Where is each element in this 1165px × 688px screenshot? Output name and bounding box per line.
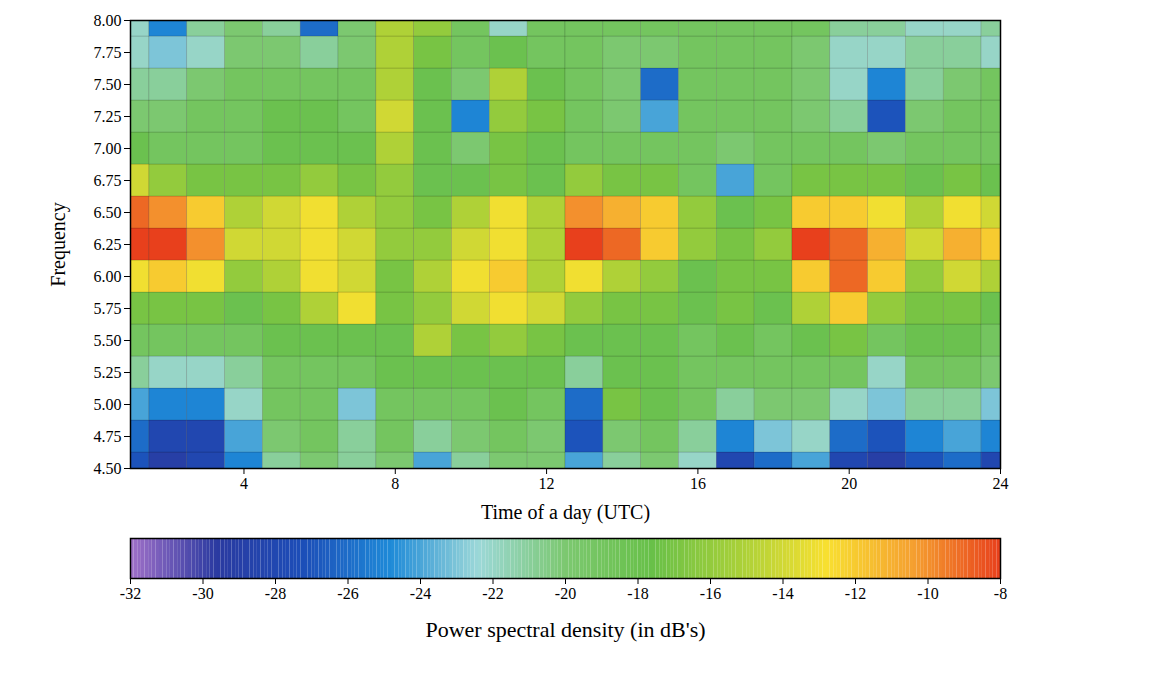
svg-text:-26: -26 — [337, 585, 358, 602]
svg-text:5.25: 5.25 — [94, 364, 122, 381]
svg-text:7.75: 7.75 — [94, 44, 122, 61]
svg-text:20: 20 — [841, 475, 857, 492]
svg-text:5.75: 5.75 — [94, 300, 122, 317]
svg-text:6.75: 6.75 — [94, 172, 122, 189]
svg-text:8.00: 8.00 — [94, 12, 122, 29]
svg-text:-14: -14 — [772, 585, 793, 602]
svg-text:-30: -30 — [192, 585, 213, 602]
svg-text:5.00: 5.00 — [94, 396, 122, 413]
svg-text:Power spectral density (in dB': Power spectral density (in dB's) — [425, 617, 705, 642]
svg-text:-16: -16 — [700, 585, 721, 602]
svg-text:7.00: 7.00 — [94, 140, 122, 157]
svg-text:4.75: 4.75 — [94, 428, 122, 445]
svg-text:-24: -24 — [410, 585, 431, 602]
svg-text:12: 12 — [539, 475, 555, 492]
svg-text:16: 16 — [690, 475, 706, 492]
svg-text:24: 24 — [993, 475, 1009, 492]
svg-text:-12: -12 — [845, 585, 866, 602]
svg-text:5.50: 5.50 — [94, 332, 122, 349]
svg-text:-28: -28 — [265, 585, 286, 602]
svg-text:-20: -20 — [555, 585, 576, 602]
svg-text:4.50: 4.50 — [94, 460, 122, 477]
svg-text:8: 8 — [391, 475, 399, 492]
svg-text:-10: -10 — [917, 585, 938, 602]
svg-text:7.25: 7.25 — [94, 108, 122, 125]
svg-text:4: 4 — [240, 475, 248, 492]
svg-text:6.25: 6.25 — [94, 236, 122, 253]
svg-text:-8: -8 — [994, 585, 1007, 602]
svg-text:Frequency: Frequency — [47, 202, 70, 286]
svg-text:-32: -32 — [120, 585, 141, 602]
svg-text:-22: -22 — [482, 585, 503, 602]
svg-text:7.50: 7.50 — [94, 76, 122, 93]
svg-text:6.00: 6.00 — [94, 268, 122, 285]
svg-text:6.50: 6.50 — [94, 204, 122, 221]
svg-text:Time of a day (UTC): Time of a day (UTC) — [481, 501, 650, 524]
svg-text:-18: -18 — [627, 585, 648, 602]
